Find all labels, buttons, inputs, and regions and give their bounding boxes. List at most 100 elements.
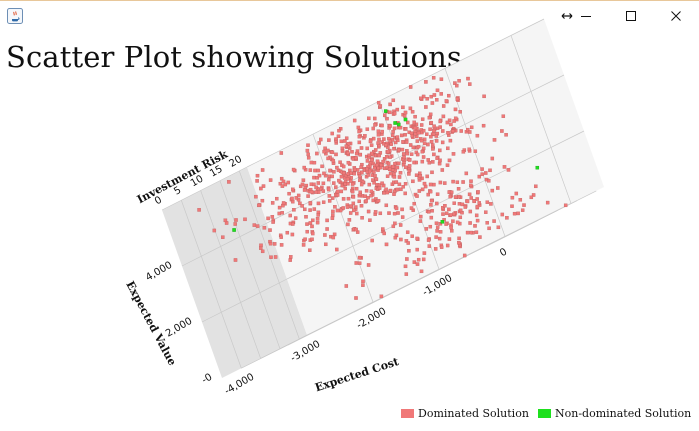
dominated-point	[385, 174, 390, 178]
dominated-point	[408, 143, 413, 147]
dominated-point	[391, 224, 396, 229]
dominated-point	[291, 187, 295, 192]
dominated-point	[321, 189, 326, 193]
dominated-point	[413, 126, 418, 130]
dominated-point	[351, 201, 356, 206]
dominated-point	[352, 167, 357, 172]
dominated-point	[358, 190, 362, 195]
dominated-point	[413, 114, 417, 119]
dominated-point	[487, 226, 491, 231]
dominated-point	[279, 235, 283, 239]
dominated-point	[355, 211, 359, 216]
dominated-point	[429, 139, 434, 144]
dominated-point	[428, 182, 433, 187]
dominated-point	[402, 114, 407, 118]
dominated-point	[413, 132, 418, 136]
dominated-point	[315, 217, 320, 221]
non-dominated-point	[403, 117, 408, 122]
minimize-icon[interactable]	[572, 5, 600, 27]
dominated-point	[308, 201, 313, 205]
dominated-point	[352, 208, 356, 213]
non-dominated-point	[383, 109, 388, 113]
dominated-point	[445, 163, 450, 167]
dominated-point	[448, 138, 453, 143]
dominated-point	[412, 201, 416, 206]
dominated-point	[434, 134, 439, 138]
maximize-icon[interactable]	[617, 5, 645, 27]
dominated-point	[320, 164, 324, 169]
close-icon[interactable]	[662, 5, 690, 27]
dominated-point	[425, 174, 429, 179]
dominated-point	[463, 205, 468, 209]
dominated-point	[322, 149, 326, 154]
dominated-point	[431, 132, 436, 136]
dominated-point	[358, 152, 363, 157]
legend-swatch-dominated	[401, 408, 414, 418]
dominated-point	[354, 296, 358, 300]
dominated-point	[434, 221, 439, 225]
dominated-point	[359, 204, 364, 208]
dominated-point	[333, 205, 337, 209]
dominated-point	[432, 152, 436, 157]
dominated-point	[281, 179, 286, 184]
dominated-point	[327, 199, 332, 203]
java-cup-icon[interactable]	[7, 8, 23, 24]
dominated-point	[466, 76, 470, 81]
dominated-point	[396, 148, 401, 153]
dominated-point	[337, 128, 341, 133]
dominated-point	[314, 190, 319, 194]
dominated-point	[317, 141, 321, 145]
dominated-point	[453, 195, 458, 199]
dominated-point	[457, 79, 461, 83]
dominated-point	[402, 155, 406, 160]
dominated-point	[305, 148, 310, 153]
dominated-point	[302, 165, 306, 170]
dominated-point	[421, 94, 426, 99]
dominated-point	[321, 181, 326, 186]
dominated-point	[367, 116, 371, 121]
dominated-point	[449, 225, 453, 230]
dominated-point	[371, 136, 376, 141]
dominated-point	[404, 127, 408, 131]
dominated-point	[308, 208, 312, 212]
resize-arrows-icon[interactable]	[553, 5, 581, 27]
dominated-point	[292, 208, 296, 212]
dominated-point	[393, 140, 398, 145]
dominated-point	[419, 138, 424, 143]
dominated-point	[424, 227, 429, 231]
dominated-point	[506, 168, 511, 172]
dominated-point	[352, 118, 357, 123]
dominated-point	[291, 222, 295, 226]
dominated-point	[404, 239, 409, 243]
dominated-point	[429, 198, 434, 203]
dominated-point	[395, 135, 400, 139]
grid-line	[219, 180, 281, 349]
dominated-point	[427, 160, 432, 165]
dominated-point	[421, 155, 426, 159]
dominated-point	[415, 194, 419, 198]
dominated-point	[416, 257, 421, 262]
page-title: Scatter Plot showing Solutions	[6, 40, 462, 74]
dominated-point	[397, 175, 402, 179]
dominated-point	[489, 202, 493, 206]
dominated-point	[328, 168, 332, 173]
grid-line	[180, 200, 242, 369]
dominated-point	[504, 133, 508, 137]
dominated-point	[279, 243, 284, 247]
dominated-point	[306, 194, 310, 198]
dominated-point	[401, 163, 406, 167]
dominated-point	[365, 146, 369, 151]
dominated-point	[429, 215, 434, 220]
dominated-point	[421, 257, 426, 262]
dominated-point	[420, 159, 425, 164]
dominated-point	[270, 201, 275, 205]
dominated-point	[335, 165, 339, 170]
dominated-point	[426, 238, 431, 242]
dominated-point	[423, 184, 428, 189]
dominated-point	[401, 152, 406, 156]
dominated-point	[409, 206, 414, 210]
plot-points	[197, 76, 568, 300]
dominated-point	[430, 170, 434, 175]
dominated-point	[391, 98, 396, 103]
